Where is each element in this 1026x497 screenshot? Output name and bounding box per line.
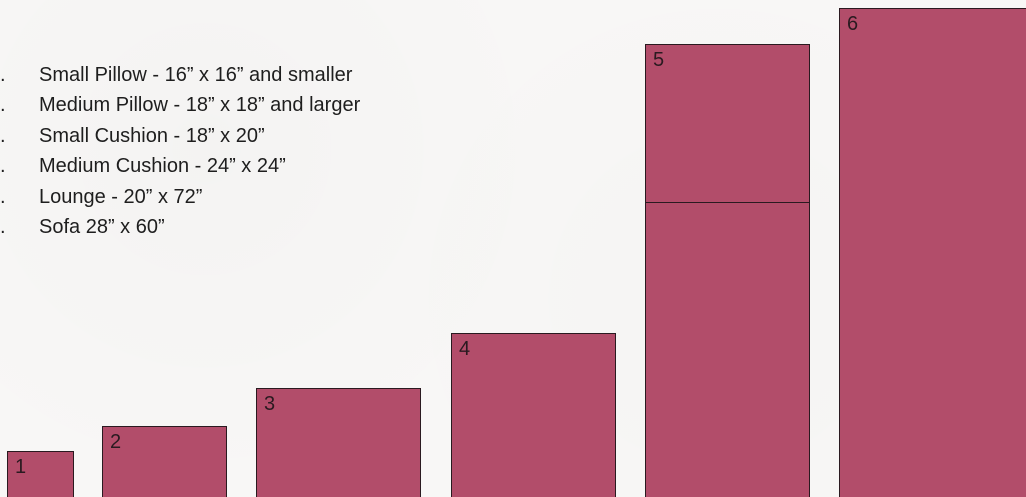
legend-text: Medium Pillow - 18” x 18” and larger [39, 94, 361, 117]
box-number: 6 [847, 13, 859, 35]
size-box-5: 5 [645, 44, 810, 497]
legend-text: Medium Cushion - 24” x 24” [39, 155, 286, 178]
legend-text: Lounge - 20” x 72” [39, 185, 203, 208]
size-box-3: 3 [256, 388, 421, 497]
legend-bullet: . [0, 64, 6, 86]
box-number: 4 [459, 338, 471, 360]
legend-text: Sofa 28” x 60” [39, 215, 165, 238]
legend-bullet: . [0, 185, 6, 208]
box-number: 5 [653, 49, 665, 71]
legend-bullet: . [0, 155, 6, 178]
box-number: 1 [15, 456, 27, 478]
box-number: 2 [110, 431, 122, 453]
size-box-1: 1 [7, 451, 74, 497]
legend-text: Small Cushion - 18” x 20” [39, 124, 265, 147]
size-box-6: 6 [839, 8, 1026, 497]
size-box-2: 2 [102, 426, 227, 497]
box-divider [646, 202, 809, 203]
legend-bullet: . [0, 94, 6, 117]
size-box-4: 4 [451, 333, 616, 497]
legend-bullet: . [0, 124, 6, 147]
box-number: 3 [264, 393, 276, 415]
legend-bullet: . [0, 215, 6, 238]
legend-text: Small Pillow - 16” x 16” and smaller [39, 64, 353, 86]
